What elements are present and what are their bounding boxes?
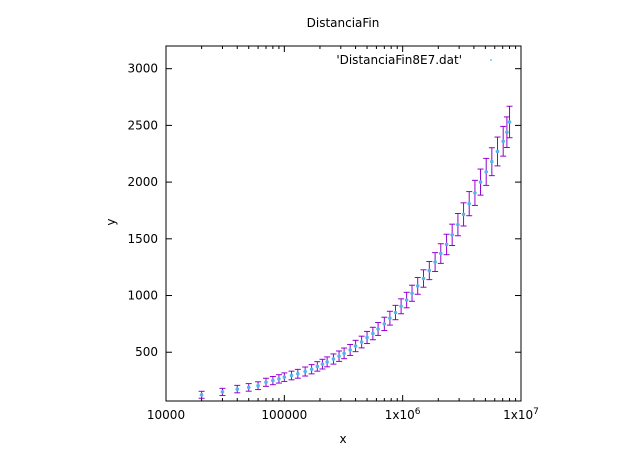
data-point [342,351,346,356]
data-point [289,373,294,378]
data-point [473,191,477,195]
y-tick-label: 2500 [127,118,158,132]
data-point [325,360,329,364]
data-point [467,201,472,206]
data-point [478,180,483,184]
data-point [353,344,358,348]
data-point [404,298,409,302]
y-tick-label: 1000 [127,289,158,303]
y-tick-label: 2000 [127,175,158,189]
data-point [359,340,364,344]
data-point [296,371,300,376]
data-point [199,392,204,397]
data-point [507,120,512,124]
chart-title: DistanciaFin [307,16,380,30]
data-point [505,130,509,134]
plot-frame [165,45,522,402]
x-tick-label: 100000 [261,408,307,422]
data-point [371,331,375,336]
data-point [427,268,432,273]
data-point [331,357,336,361]
data-point [303,369,307,374]
data-point [433,260,437,264]
y-axis-label: y [104,218,118,225]
legend-entry-marker [490,59,492,61]
data-point [421,276,426,281]
y-tick-label: 1500 [127,232,158,246]
data-point [264,380,268,385]
data-point [450,233,454,237]
data-point [315,364,320,369]
data-point [415,284,420,288]
data-point [256,383,260,388]
data-point [365,335,369,340]
data-point [348,348,352,352]
data-point [438,251,443,256]
data-point [461,212,466,217]
data-point [282,375,287,379]
data-point [382,322,387,326]
data-point [484,170,488,174]
x-tick-label: 1x107 [503,407,539,422]
data-point [490,159,494,164]
data-point [320,362,325,366]
data-point [246,385,251,390]
data-point [388,316,392,321]
x-tick-label: 10000 [147,408,185,422]
data-point [399,304,403,309]
data-point [271,378,275,383]
data-point [444,242,449,247]
data-point [220,390,225,394]
y-tick-label: 3000 [127,62,158,76]
data-point [495,149,500,154]
data-point [309,367,314,372]
x-axis-label: x [339,432,346,446]
data-point [337,354,341,358]
data-point [393,310,398,315]
data-point [376,327,380,331]
data-point [277,377,281,381]
data-point [235,387,240,391]
data-point [456,222,460,227]
y-tick-label: 500 [135,345,158,359]
data-point [501,139,505,144]
legend-entry-label: 'DistanciaFin8E7.dat' [336,53,462,67]
legend: 'DistanciaFin8E7.dat' [336,53,492,67]
x-tick-label: 1x106 [385,407,421,422]
data-point [410,291,414,296]
